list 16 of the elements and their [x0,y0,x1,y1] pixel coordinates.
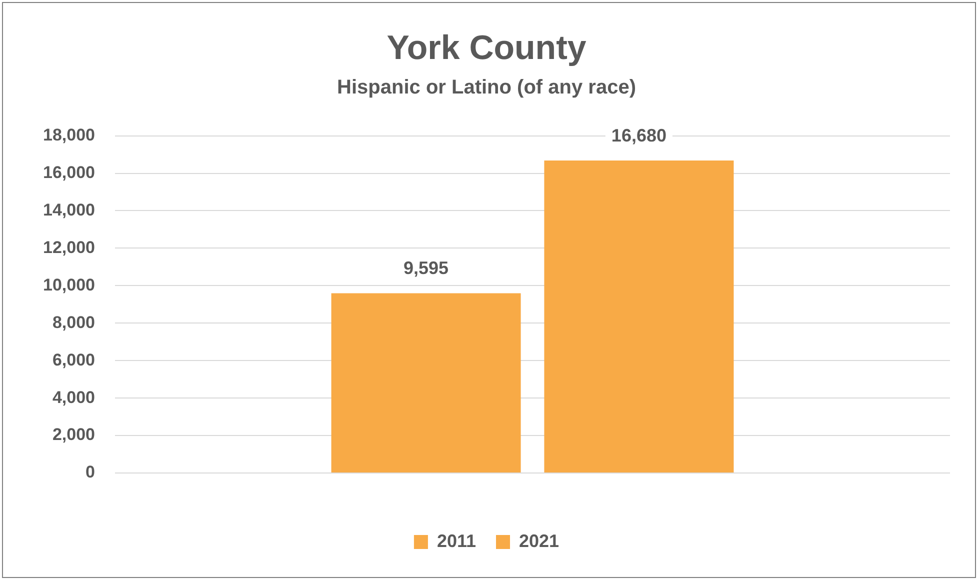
y-tick-label: 0 [86,462,95,482]
y-tick-label: 10,000 [42,275,95,294]
y-tick-label: 18,000 [42,125,95,144]
y-tick-label: 12,000 [42,238,95,257]
data-label: 16,680 [611,125,666,146]
y-tick-label: 8,000 [52,312,95,332]
y-tick-label: 16,000 [42,162,95,182]
y-tick-label: 6,000 [52,350,95,370]
y-tick-label: 4,000 [52,388,95,407]
data-label: 9,595 [404,258,449,278]
chart-subtitle: Hispanic or Latino (of any race) [337,76,636,98]
chart-title: York County [386,28,586,67]
y-tick-label: 14,000 [42,200,95,220]
legend-label: 2021 [519,530,560,551]
legend-label: 2011 [436,530,476,551]
y-tick-label: 2,000 [52,425,95,444]
